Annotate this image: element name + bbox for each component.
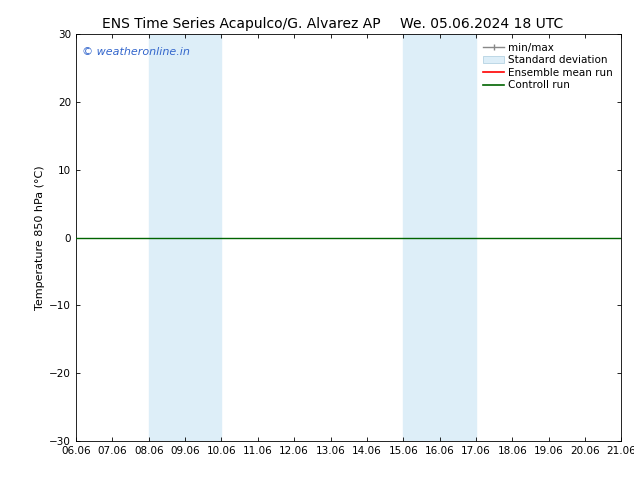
Legend: min/max, Standard deviation, Ensemble mean run, Controll run: min/max, Standard deviation, Ensemble me… — [480, 40, 616, 94]
Bar — [403, 34, 476, 441]
Bar — [149, 34, 221, 441]
Text: We. 05.06.2024 18 UTC: We. 05.06.2024 18 UTC — [400, 17, 564, 31]
Text: ENS Time Series Acapulco/G. Alvarez AP: ENS Time Series Acapulco/G. Alvarez AP — [101, 17, 380, 31]
Y-axis label: Temperature 850 hPa (°C): Temperature 850 hPa (°C) — [35, 165, 45, 310]
Text: © weatheronline.in: © weatheronline.in — [82, 47, 190, 56]
